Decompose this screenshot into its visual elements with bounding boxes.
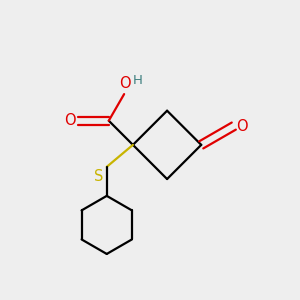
Text: H: H [132,74,142,87]
Text: O: O [119,76,130,92]
Text: O: O [236,118,248,134]
Text: O: O [64,113,75,128]
Text: S: S [94,169,103,184]
